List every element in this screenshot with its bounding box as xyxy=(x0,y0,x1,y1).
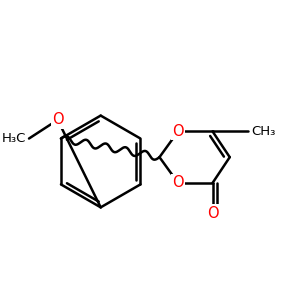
Text: H₃C: H₃C xyxy=(2,132,26,145)
Text: O: O xyxy=(172,176,184,190)
Text: O: O xyxy=(207,206,218,220)
Text: O: O xyxy=(52,112,64,128)
Text: CH₃: CH₃ xyxy=(251,125,276,138)
Text: O: O xyxy=(172,124,184,139)
